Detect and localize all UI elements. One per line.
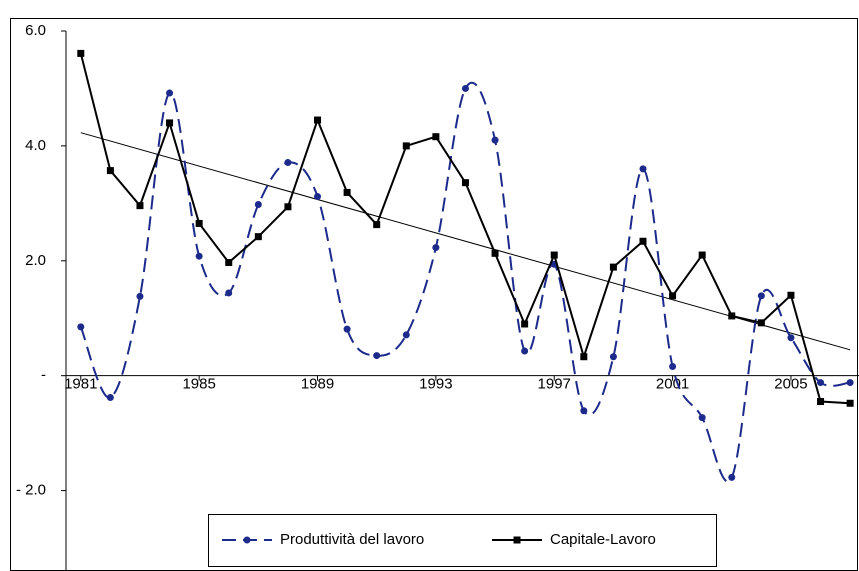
point	[698, 251, 706, 259]
point	[314, 116, 322, 124]
legend-marker	[513, 536, 521, 544]
point	[195, 252, 203, 260]
point	[491, 136, 499, 144]
point	[136, 292, 144, 300]
point	[166, 89, 174, 97]
x-tick-label: 1981	[64, 376, 97, 393]
point	[669, 362, 677, 370]
legend-box	[208, 514, 717, 567]
point	[343, 188, 351, 196]
y-tick-label: 4.0	[25, 137, 46, 154]
point	[225, 289, 233, 297]
x-tick-label: 2001	[656, 376, 689, 393]
point	[461, 84, 469, 92]
series-line	[79, 81, 851, 483]
legend-label: Capitale-Lavoro	[550, 531, 656, 548]
point	[254, 200, 262, 208]
point	[225, 259, 233, 267]
x-tick-label: 1989	[301, 376, 334, 393]
legend: Produttività del lavoro Capitale-Lavoro	[208, 514, 717, 567]
point	[757, 319, 765, 327]
x-tick-label: 2005	[774, 376, 807, 393]
x-tick-label: 1985	[182, 376, 215, 393]
trendline	[80, 132, 851, 351]
point	[195, 219, 203, 227]
point	[846, 379, 854, 387]
series-line	[79, 53, 851, 405]
point	[521, 320, 529, 328]
point	[609, 263, 617, 271]
point	[639, 237, 647, 245]
point	[106, 394, 114, 402]
y-tick-label: 2.0	[25, 252, 46, 269]
point	[846, 399, 854, 407]
x-tick-label: 1993	[419, 376, 452, 393]
point	[521, 347, 529, 355]
point	[669, 292, 677, 300]
point	[106, 167, 114, 175]
point	[580, 353, 588, 361]
point	[550, 251, 558, 259]
point	[254, 233, 262, 241]
point	[373, 352, 381, 360]
point	[787, 291, 795, 299]
point	[284, 159, 292, 167]
point	[757, 292, 765, 300]
point	[402, 331, 410, 339]
point	[77, 49, 85, 57]
point	[314, 192, 322, 200]
point	[728, 473, 736, 481]
point	[698, 414, 706, 422]
y-tick-label: - 2.0	[16, 482, 46, 499]
point	[817, 398, 825, 406]
point	[461, 179, 469, 187]
point	[402, 142, 410, 150]
point	[580, 407, 588, 415]
x-tick-label: 1997	[538, 376, 571, 393]
point	[432, 133, 440, 141]
point	[639, 165, 647, 173]
point	[787, 334, 795, 342]
legend-marker	[243, 536, 251, 544]
point	[77, 323, 85, 331]
point	[166, 119, 174, 127]
point	[728, 312, 736, 320]
point	[491, 249, 499, 257]
point	[284, 203, 292, 211]
point	[343, 325, 351, 333]
y-tick-label: 6.0	[25, 22, 46, 39]
legend-label: Produttività del lavoro	[280, 531, 424, 548]
point	[432, 244, 440, 252]
point	[373, 221, 381, 229]
point	[609, 353, 617, 361]
point	[136, 202, 144, 210]
y-tick-label: -	[41, 367, 46, 384]
point	[817, 379, 825, 387]
